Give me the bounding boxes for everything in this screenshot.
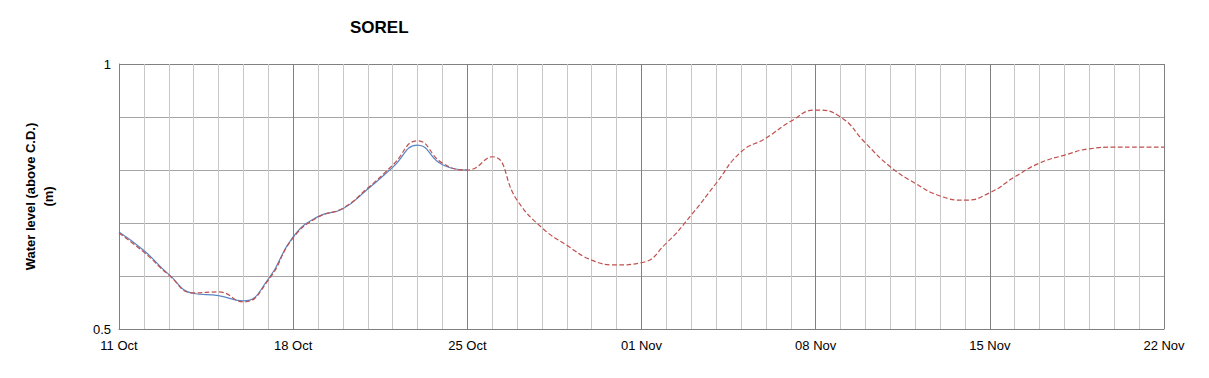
svg-text:Water level (above C.D.): Water level (above C.D.)	[23, 123, 38, 271]
svg-text:18 Oct: 18 Oct	[274, 338, 313, 353]
svg-text:SOREL: SOREL	[350, 18, 409, 37]
svg-text:08 Nov: 08 Nov	[795, 338, 837, 353]
svg-text:1: 1	[104, 57, 111, 72]
svg-text:01 Nov: 01 Nov	[621, 338, 663, 353]
svg-text:25 Oct: 25 Oct	[448, 338, 487, 353]
svg-text:11 Oct: 11 Oct	[100, 338, 138, 353]
svg-text:0.5: 0.5	[93, 322, 111, 337]
svg-text:(m): (m)	[41, 186, 56, 206]
svg-text:22 Nov: 22 Nov	[1143, 338, 1185, 353]
svg-text:15 Nov: 15 Nov	[969, 338, 1011, 353]
